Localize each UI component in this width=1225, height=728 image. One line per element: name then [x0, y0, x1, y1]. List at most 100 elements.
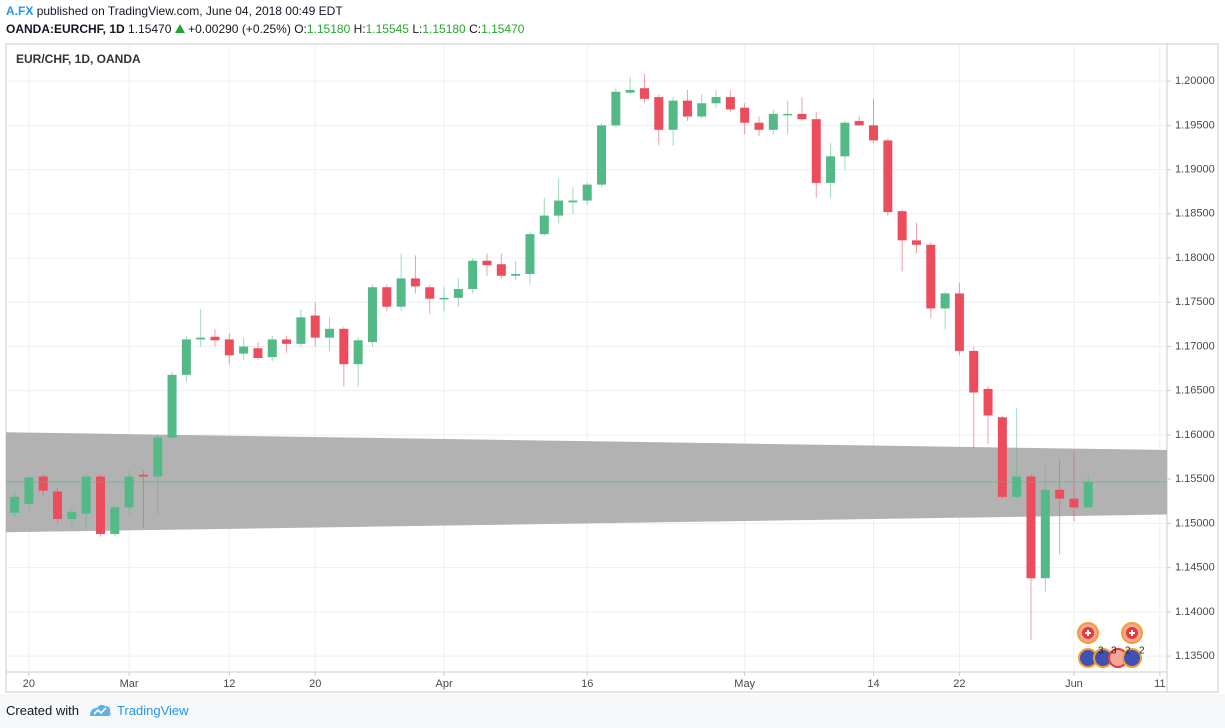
candle-body — [325, 328, 335, 338]
candle-body — [81, 476, 91, 514]
tv-link[interactable]: TradingView — [117, 703, 189, 718]
candle-body — [711, 97, 721, 104]
candle-body — [453, 289, 463, 298]
cross-icon — [1129, 630, 1135, 636]
candle-body — [310, 315, 320, 338]
candle-body — [1012, 476, 1022, 497]
x-tick-label: 22 — [953, 678, 965, 690]
candle-body — [997, 417, 1007, 497]
candle-body — [725, 97, 735, 110]
candle-body — [239, 346, 249, 354]
candle-body — [668, 100, 678, 130]
candle-body — [24, 477, 34, 504]
candle-body — [110, 507, 120, 535]
candle-body — [153, 437, 163, 477]
candle-body — [124, 476, 134, 508]
event-flag[interactable] — [1122, 648, 1142, 668]
candle-body — [468, 260, 478, 290]
y-tick-label: 1.19000 — [1175, 164, 1215, 176]
change: +0.00290 (+0.25%) — [188, 22, 291, 36]
candle-body — [210, 336, 220, 341]
created-with: Created with — [6, 703, 79, 718]
up-arrow — [174, 24, 185, 33]
candle-body — [783, 113, 793, 116]
candle-body — [196, 337, 206, 340]
candle-body — [53, 491, 63, 519]
y-tick-label: 1.16500 — [1175, 385, 1215, 397]
x-tick-label: 14 — [867, 678, 879, 690]
candle-body — [926, 244, 936, 309]
x-tick-label: Apr — [435, 678, 452, 690]
candle-body — [854, 120, 864, 126]
y-tick-label: 1.14500 — [1175, 562, 1215, 574]
l-value: 1.15180 — [422, 22, 466, 36]
candle-body — [339, 328, 349, 365]
candle-body — [1069, 498, 1079, 508]
chart-title: EUR/CHF, 1D, OANDA — [16, 52, 141, 66]
y-tick-label: 1.17500 — [1175, 296, 1215, 308]
h-value: 1.15545 — [365, 22, 409, 36]
candle-body — [654, 97, 664, 130]
candle-body — [639, 88, 649, 99]
candle-body — [224, 339, 234, 356]
y-tick-label: 1.14000 — [1175, 606, 1215, 618]
c-label: C: — [469, 22, 482, 36]
x-tick-label: May — [734, 678, 755, 690]
x-tick-label: 20 — [23, 678, 35, 690]
o-label: O: — [294, 22, 307, 36]
candle-body — [410, 278, 420, 287]
candle-body — [983, 388, 993, 416]
x-tick-label: Jun — [1065, 678, 1083, 690]
candle-body — [67, 511, 77, 519]
candle-body — [253, 348, 263, 358]
candle-body — [969, 350, 979, 393]
event-count: 2 — [1139, 646, 1145, 657]
candle-body — [267, 339, 277, 358]
candle-body — [625, 89, 635, 93]
y-tick-label: 1.16000 — [1175, 429, 1215, 441]
candle-body — [611, 91, 621, 126]
candle-body — [1026, 476, 1036, 579]
candle-body — [768, 113, 778, 130]
l-label: L: — [412, 22, 423, 36]
footer: Created with TradingView — [0, 694, 1225, 728]
tv-logo — [90, 704, 111, 716]
candle-body — [439, 297, 449, 300]
h-label: H: — [353, 22, 366, 36]
last: 1.15470 — [128, 22, 172, 36]
candle-body — [954, 293, 964, 351]
quote-line: OANDA:EURCHF, 1D 1.15470 +0.00290 (+0.25… — [6, 22, 524, 36]
y-tick-label: 1.15500 — [1175, 473, 1215, 485]
author-link[interactable]: A.FX — [6, 4, 34, 18]
candle-body — [511, 273, 521, 276]
cross-icon — [1085, 630, 1091, 636]
candle-body — [539, 215, 549, 235]
candle-body — [482, 260, 492, 266]
candle-body — [382, 287, 392, 307]
candle-body — [911, 240, 921, 245]
candle-body — [167, 374, 177, 438]
x-tick-label: 16 — [581, 678, 593, 690]
publish-line: A.FX published on TradingView.com, June … — [6, 4, 343, 18]
event-markers: 3 3 2 2 — [1077, 622, 1145, 668]
candle-body — [826, 156, 836, 183]
event-count: 3 — [1111, 646, 1117, 657]
y-tick-label: 1.13500 — [1175, 650, 1215, 662]
candle-body — [754, 122, 764, 130]
candle-body — [353, 340, 363, 365]
candle-body — [869, 125, 879, 141]
candle-body — [697, 103, 707, 117]
symbol: OANDA:EURCHF, 1D — [6, 22, 125, 36]
candle-body — [38, 476, 48, 491]
y-tick-label: 1.19500 — [1175, 119, 1215, 131]
event-count: 2 — [1125, 646, 1131, 657]
x-tick-label: Mar — [120, 678, 139, 690]
candle-body — [582, 184, 592, 201]
chart: EUR/CHF, 1D, OANDA 3 3 2 2 1.13500 1.1400… — [5, 43, 1219, 693]
x-tick-label: 11 — [1154, 678, 1165, 690]
chart-frame — [5, 43, 1219, 693]
candle-body — [554, 200, 564, 216]
candle-body — [897, 211, 907, 241]
candle-body — [797, 113, 807, 120]
